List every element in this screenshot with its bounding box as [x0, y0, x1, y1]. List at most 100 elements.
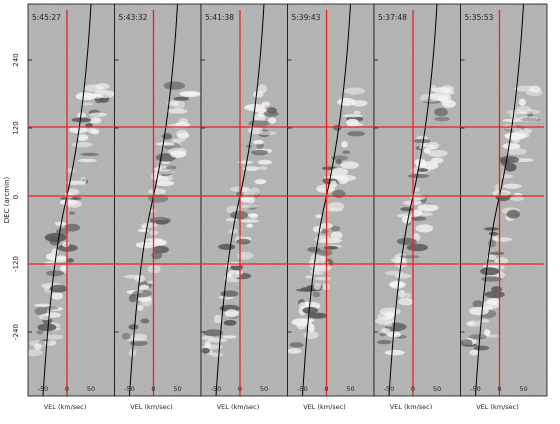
panel-time-label: 5:41:38 [205, 13, 234, 22]
dark-emission-blob [417, 168, 429, 172]
x-axis-label: VEL (km/sec) [390, 403, 433, 411]
bright-emission-blob [385, 350, 405, 356]
dark-emission-blob [396, 237, 417, 246]
bright-emission-blob [320, 238, 343, 244]
bright-emission-blob [398, 289, 406, 298]
dark-emission-blob [152, 245, 169, 254]
dark-emission-blob [484, 227, 500, 231]
y-tick-label: -120 [12, 256, 20, 272]
bright-emission-blob [390, 257, 407, 264]
bright-emission-blob [346, 118, 359, 127]
y-axis: 240 120 0 -120 -240 DEC (arcmin) [3, 53, 20, 340]
panel-border [460, 3, 548, 397]
dark-emission-blob [484, 291, 505, 298]
dark-emission-blob [236, 238, 251, 245]
bright-emission-blob [384, 271, 405, 276]
bright-emission-blob [240, 219, 259, 223]
bright-emission-blob [95, 83, 110, 90]
panel-time-label: 5:45:27 [32, 13, 61, 22]
dark-emission-blob [506, 209, 520, 219]
bright-emission-blob [389, 281, 405, 289]
bright-emission-blob [170, 150, 186, 158]
dark-emission-blob [342, 150, 351, 154]
y-tick-label: 120 [12, 121, 20, 134]
dark-emission-blob [289, 342, 304, 348]
velocity-curve [215, 3, 265, 397]
dark-emission-blob [223, 319, 237, 326]
emission-streak [201, 84, 279, 357]
bright-emission-blob [430, 85, 437, 91]
bright-emission-blob [207, 337, 227, 343]
bright-emission-blob [77, 112, 86, 119]
x-tick-label: 0 [497, 385, 501, 393]
dark-emission-blob [335, 159, 342, 165]
bright-emission-blob [54, 221, 67, 226]
dark-emission-blob [330, 155, 349, 161]
panel-group: 5:45:27 5:43:32 5:41:38 5:39:43 5:37:48 5:35:… [24, 3, 548, 397]
bright-emission-blob [492, 190, 511, 197]
bright-emission-blob [257, 84, 268, 94]
bright-emission-blob [388, 280, 406, 288]
bright-emission-blob [80, 176, 87, 186]
bright-emission-blob [351, 100, 368, 107]
bright-emission-blob [253, 90, 264, 98]
dark-emission-blob [37, 323, 57, 332]
dark-emission-blob [149, 216, 171, 225]
bright-emission-blob [340, 161, 360, 169]
bright-emission-blob [385, 322, 393, 327]
dark-emission-blob [173, 96, 190, 101]
bright-emission-blob [329, 167, 349, 177]
panel-noise-texture [114, 4, 201, 396]
panel-noise-texture [287, 4, 374, 396]
bright-emission-blob [287, 348, 302, 354]
x-tick-label: -50 [211, 385, 222, 393]
bright-emission-blob [246, 223, 254, 228]
x-tick-label: -50 [384, 385, 395, 393]
bright-emission-blob [418, 212, 434, 217]
dark-emission-blob [473, 345, 490, 351]
x-tick-label: 50 [173, 385, 181, 393]
bright-emission-blob [298, 306, 306, 315]
velocity-curve [129, 3, 178, 397]
dark-emission-blob [220, 290, 239, 298]
dark-emission-blob [230, 210, 249, 220]
dark-emission-blob [407, 174, 430, 178]
horizontal-reference-lines [28, 126, 544, 265]
dark-emission-blob [60, 196, 82, 201]
dark-emission-blob [518, 118, 540, 122]
bright-emission-blob [176, 129, 189, 139]
emission-streak [287, 87, 368, 354]
bright-emission-blob [258, 166, 268, 170]
x-tick-label: 50 [519, 385, 527, 393]
bright-emission-blob [330, 180, 338, 188]
bright-emission-blob [76, 134, 89, 142]
bright-emission-blob [308, 323, 315, 333]
x-axis-label: VEL (km/sec) [44, 403, 87, 411]
bright-emission-blob [415, 224, 434, 233]
bright-emission-blob [89, 117, 102, 123]
dark-emission-blob [307, 246, 321, 253]
dark-emission-blob [332, 189, 346, 198]
bright-emission-blob [387, 331, 402, 338]
x-tick-label: 50 [346, 385, 354, 393]
bright-emission-blob [341, 141, 348, 148]
bright-emission-blob [137, 296, 152, 303]
velocity-panel: 5:45:27 [24, 3, 116, 397]
bright-emission-blob [469, 349, 480, 356]
bright-emission-blob [178, 118, 189, 124]
bright-emission-blob [222, 335, 237, 339]
bright-emission-blob [64, 191, 74, 199]
bright-emission-blob [45, 334, 64, 340]
dark-emission-blob [248, 120, 270, 127]
emission-streak [121, 81, 201, 357]
velocity-panel: 5:35:53 [460, 3, 548, 397]
bright-emission-blob [310, 253, 323, 262]
bright-emission-blob [327, 202, 345, 211]
dark-emission-blob [161, 133, 173, 140]
bright-emission-blob [427, 149, 448, 157]
bright-emission-blob [77, 158, 97, 163]
velocity-panel: 5:43:32 [114, 3, 202, 397]
dark-emission-blob [64, 223, 80, 232]
bright-emission-blob [254, 113, 266, 122]
bright-emission-blob [511, 137, 520, 144]
